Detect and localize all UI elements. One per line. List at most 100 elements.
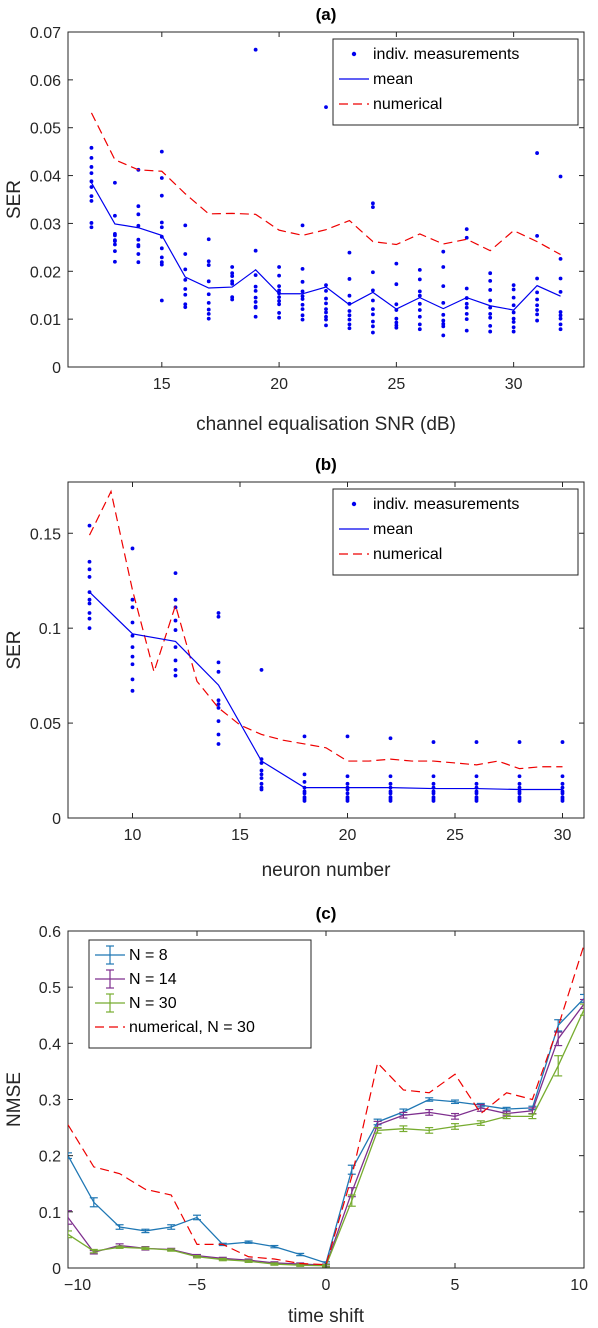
- measurement-point: [394, 261, 399, 266]
- measurement-point: [89, 179, 94, 184]
- measurement-point: [474, 791, 479, 796]
- measurement-point: [159, 298, 164, 303]
- y-tick-label: 0.1: [39, 1205, 61, 1222]
- measurement-point: [324, 323, 328, 328]
- error-bar: [296, 1252, 305, 1257]
- measurement-point: [431, 740, 436, 744]
- y-axis-label: NMSE: [4, 1072, 25, 1127]
- error-bar: [115, 1224, 124, 1230]
- measurement-point: [173, 618, 178, 623]
- error-bar: [218, 1257, 227, 1262]
- x-tick-label: 5: [451, 1277, 460, 1294]
- error-bar: [89, 1248, 98, 1254]
- legend-point-marker: [351, 51, 357, 57]
- measurement-point: [259, 781, 264, 786]
- measurement-point: [517, 740, 522, 744]
- error-bar: [425, 1126, 434, 1134]
- measurement-point: [300, 294, 305, 299]
- legend-label: numerical: [373, 96, 442, 113]
- panel-b: 10 15 20 25 30 0 0.05 0.1 0.15 (b) neuron number SE…: [4, 455, 585, 881]
- panel-c: −10 −5 0 5 10 0 0.1 0.2 0.3 0.4 0.5 0.6 (c) time shif…: [4, 904, 588, 1327]
- measurement-point: [113, 233, 117, 238]
- measurement-point: [130, 633, 135, 638]
- measurement-point: [511, 295, 516, 300]
- error-bar: [476, 1120, 485, 1126]
- error-bar: [68, 1152, 72, 1160]
- measurement-point: [206, 237, 211, 242]
- measurement-point: [371, 307, 375, 311]
- measurement-point: [558, 256, 563, 261]
- legend-box: [332, 38, 579, 126]
- measurement-point: [511, 316, 516, 321]
- measurement-point: [173, 571, 178, 576]
- measurement-point: [130, 677, 135, 682]
- y-tick-label: 0.6: [39, 924, 61, 941]
- measurement-point: [431, 781, 436, 786]
- measurement-point: [89, 194, 94, 199]
- error-bar: [244, 1259, 253, 1263]
- panel-title: (b): [315, 455, 337, 474]
- measurement-point: [347, 326, 352, 331]
- x-tick-label: 20: [339, 827, 357, 844]
- error-bar: [580, 1003, 584, 1016]
- error-bar: [451, 1099, 459, 1105]
- measurement-point: [488, 298, 493, 303]
- error-bar: [399, 1125, 408, 1133]
- measurement-point: [345, 799, 350, 803]
- y-tick-label: 0.15: [30, 526, 61, 543]
- measurement-point: [441, 312, 446, 317]
- measurement-point: [474, 781, 479, 786]
- measurement-point: [300, 266, 305, 271]
- measurement-point: [324, 289, 328, 293]
- measurement-point: [89, 225, 94, 230]
- error-bar: [528, 1113, 537, 1120]
- measurement-point: [300, 302, 305, 307]
- measurement-point: [216, 702, 221, 707]
- measurement-point: [488, 329, 493, 334]
- measurement-point: [87, 616, 92, 621]
- error-bar: [270, 1262, 279, 1266]
- measurement-point: [535, 290, 539, 295]
- measurement-point: [371, 330, 375, 335]
- measurement-point: [216, 698, 221, 703]
- measurement-point: [558, 310, 563, 314]
- numerical-line: [68, 944, 584, 1266]
- measurement-point: [173, 628, 178, 632]
- measurement-point: [535, 312, 539, 317]
- measurement-point: [230, 281, 235, 286]
- data-layer: [89, 47, 563, 338]
- measurement-point: [87, 611, 92, 615]
- panel-title: (c): [316, 904, 337, 923]
- y-axis-label: SER: [4, 630, 25, 669]
- x-axis-label: channel equalisation SNR (dB): [196, 414, 456, 435]
- measurement-point: [464, 317, 469, 322]
- measurement-point: [253, 47, 258, 52]
- measurement-point: [159, 193, 164, 198]
- measurement-point: [558, 316, 563, 321]
- measurement-point: [464, 227, 469, 232]
- measurement-point: [302, 772, 307, 777]
- measurement-point: [560, 781, 565, 786]
- measurement-point: [394, 282, 399, 287]
- mean-line: [90, 182, 561, 311]
- y-tick-label: 0.07: [30, 25, 61, 42]
- mean-line: [89, 591, 563, 791]
- error-bar: [193, 1255, 201, 1259]
- measurement-point: [253, 273, 258, 278]
- measurement-point: [130, 688, 135, 693]
- error-bar: [89, 1197, 98, 1208]
- measurement-point: [183, 292, 188, 297]
- measurement-point: [113, 213, 117, 218]
- y-tick-label: 0.5: [39, 980, 61, 997]
- measurement-point: [206, 259, 211, 264]
- measurement-point: [560, 785, 565, 790]
- error-bar: [502, 1113, 511, 1120]
- x-tick-label: 10: [124, 827, 142, 844]
- measurement-point: [464, 305, 469, 310]
- measurement-point: [159, 149, 164, 154]
- measurement-point: [253, 284, 258, 289]
- y-tick-label: 0: [52, 1261, 61, 1278]
- measurement-point: [517, 791, 522, 796]
- measurement-point: [277, 302, 281, 307]
- measurement-point: [136, 260, 141, 265]
